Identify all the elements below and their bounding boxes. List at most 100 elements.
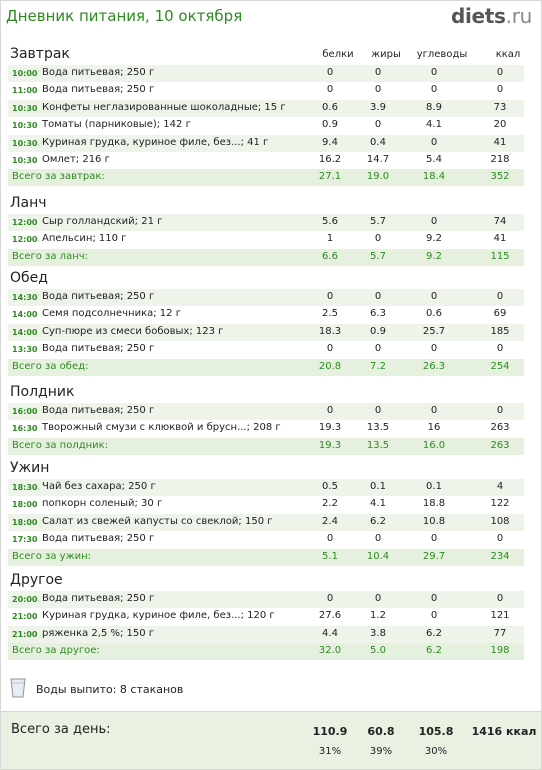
time-label: 12:00	[12, 235, 38, 244]
meal-total-row: Всего за ланч: 6.6 5.7 9.2 115	[8, 249, 524, 266]
day-total-protein: 110.9	[312, 725, 348, 738]
protein-value: 9.4	[322, 137, 338, 148]
fat-value: 0	[374, 343, 382, 354]
fat-value: 5.0	[370, 645, 386, 656]
protein-value: 0	[326, 84, 334, 95]
time-label: 10:30	[12, 156, 38, 165]
food-name[interactable]: Конфеты неглазированные шоколадные; 15 г	[42, 102, 286, 113]
protein-value: 2.5	[322, 308, 338, 319]
food-row[interactable]: 13:30 Вода питьевая; 250 г 0 0 0 0	[8, 341, 524, 358]
water-text: Воды выпито: 8 стаканов	[36, 683, 184, 696]
carbs-value: 0	[430, 137, 438, 148]
food-row[interactable]: 18:00 Салат из свежей капусты со свеклой;…	[8, 514, 524, 531]
food-name[interactable]: Салат из свежей капусты со свеклой; 150 …	[42, 516, 273, 527]
food-name[interactable]: попкорн соленый; 30 г	[42, 498, 163, 509]
meal-total-row: Всего за завтрак: 27.1 19.0 18.4 352	[8, 169, 524, 186]
food-row[interactable]: 18:00 попкорн соленый; 30 г 2.2 4.1 18.8 122	[8, 496, 524, 513]
time-label: 18:00	[12, 518, 38, 527]
food-name[interactable]: Чай без сахара; 250 г	[42, 481, 156, 492]
food-row[interactable]: 16:30 Творожный смузи с клюквой и брусн..…	[8, 420, 524, 437]
food-name[interactable]: Вода питьевая; 250 г	[42, 405, 155, 416]
carbs-value: 6.2	[426, 628, 442, 639]
time-label: 14:00	[12, 328, 38, 337]
food-name[interactable]: Вода питьевая; 250 г	[42, 84, 155, 95]
fat-value: 0	[374, 119, 382, 130]
food-name[interactable]: Вода питьевая; 250 г	[42, 67, 155, 78]
protein-value: 19.3	[318, 440, 342, 451]
food-row[interactable]: 14:00 Семя подсолнечника; 12 г 2.5 6.3 0.6 69	[8, 306, 524, 323]
time-label: 10:00	[12, 69, 38, 78]
food-row[interactable]: 10:30 Томаты (парниковые); 142 г 0.9 0 4.1 20	[8, 117, 524, 134]
site-logo[interactable]: diets.ru	[451, 4, 532, 28]
food-row[interactable]: 20:00 Вода питьевая; 250 г 0 0 0 0	[8, 591, 524, 608]
food-row[interactable]: 21:00 Куриная грудка, куриное филе, без..…	[8, 608, 524, 625]
meal-total-row: Всего за ужин: 5.1 10.4 29.7 234	[8, 549, 524, 566]
total-label: Всего за завтрак:	[12, 171, 105, 182]
carbs-value: 0	[430, 84, 438, 95]
food-row[interactable]: 10:30 Омлет; 216 г 16.2 14.7 5.4 218	[8, 152, 524, 169]
protein-value: 0	[326, 593, 334, 604]
page-title: Дневник питания, 10 октября	[6, 7, 243, 25]
food-name[interactable]: Томаты (парниковые); 142 г	[42, 119, 191, 130]
food-row[interactable]: 14:00 Суп-пюре из смеси бобовых; 123 г 18.…	[8, 324, 524, 341]
food-row[interactable]: 10:30 Конфеты неглазированные шоколадные;…	[8, 100, 524, 117]
food-name[interactable]: Апельсин; 110 г	[42, 233, 127, 244]
glass-icon	[10, 678, 26, 702]
carbs-value: 0	[430, 343, 438, 354]
food-name[interactable]: Куриная грудка, куриное филе, без...; 12…	[42, 610, 275, 621]
total-label: Всего за ланч:	[12, 251, 89, 262]
food-name[interactable]: Сыр голландский; 21 г	[42, 216, 163, 227]
food-name[interactable]: Вода питьевая; 250 г	[42, 343, 155, 354]
time-label: 21:00	[12, 612, 38, 621]
food-row[interactable]: 14:30 Вода питьевая; 250 г 0 0 0 0	[8, 289, 524, 306]
food-row[interactable]: 17:30 Вода питьевая; 250 г 0 0 0 0	[8, 531, 524, 548]
food-name[interactable]: Вода питьевая; 250 г	[42, 593, 155, 604]
kcal-value: 4	[496, 481, 504, 492]
kcal-value: 0	[496, 84, 504, 95]
food-row[interactable]: 18:30 Чай без сахара; 250 г 0.5 0.1 0.1 4	[8, 479, 524, 496]
protein-value: 0	[326, 343, 334, 354]
carbs-value: 0	[430, 533, 438, 544]
carbs-value: 0	[430, 610, 438, 621]
fat-value: 1.2	[370, 610, 386, 621]
protein-value: 0.5	[322, 481, 338, 492]
day-fat-percent: 39%	[369, 746, 393, 757]
food-row[interactable]: 16:00 Вода питьевая; 250 г 0 0 0 0	[8, 403, 524, 420]
food-name[interactable]: Омлет; 216 г	[42, 154, 110, 165]
food-row[interactable]: 10:30 Куриная грудка, куриное филе, без..…	[8, 135, 524, 152]
carbs-value: 5.4	[426, 154, 442, 165]
carbs-value: 9.2	[426, 251, 442, 262]
carbs-value: 16	[427, 422, 441, 433]
fat-value: 0	[374, 67, 382, 78]
food-row[interactable]: 11:00 Вода питьевая; 250 г 0 0 0 0	[8, 82, 524, 99]
meal-title: Завтрак	[10, 46, 70, 62]
protein-value: 20.8	[318, 361, 342, 372]
kcal-value: 0	[496, 291, 504, 302]
kcal-value: 73	[493, 102, 507, 113]
protein-value: 1	[326, 233, 334, 244]
time-label: 21:00	[12, 630, 38, 639]
food-name[interactable]: Куриная грудка, куриное филе, без...; 41…	[42, 137, 269, 148]
protein-value: 2.4	[322, 516, 338, 527]
fat-value: 0	[374, 405, 382, 416]
food-row[interactable]: 12:00 Апельсин; 110 г 1 0 9.2 41	[8, 231, 524, 248]
day-total-fat: 60.8	[367, 725, 395, 738]
fat-value: 0	[374, 233, 382, 244]
food-name[interactable]: Вода питьевая; 250 г	[42, 291, 155, 302]
food-row[interactable]: 12:00 Сыр голландский; 21 г 5.6 5.7 0 74	[8, 214, 524, 231]
food-name[interactable]: Суп-пюре из смеси бобовых; 123 г	[42, 326, 224, 337]
meal-title: Другое	[10, 572, 63, 588]
food-name[interactable]: Семя подсолнечника; 12 г	[42, 308, 181, 319]
kcal-value: 234	[490, 551, 510, 562]
carbs-value: 0	[430, 291, 438, 302]
food-row[interactable]: 21:00 ряженка 2,5 %; 150 г 4.4 3.8 6.2 77	[8, 626, 524, 643]
carbs-value: 0.6	[426, 308, 442, 319]
food-name[interactable]: Творожный смузи с клюквой и брусн...; 20…	[42, 422, 281, 433]
protein-value: 6.6	[322, 251, 338, 262]
food-name[interactable]: Вода питьевая; 250 г	[42, 533, 155, 544]
time-label: 13:30	[12, 345, 38, 354]
food-name[interactable]: ряженка 2,5 %; 150 г	[42, 628, 155, 639]
fat-value: 0.9	[370, 326, 386, 337]
protein-value: 18.3	[318, 326, 342, 337]
food-row[interactable]: 10:00 Вода питьевая; 250 г 0 0 0 0	[8, 65, 524, 82]
